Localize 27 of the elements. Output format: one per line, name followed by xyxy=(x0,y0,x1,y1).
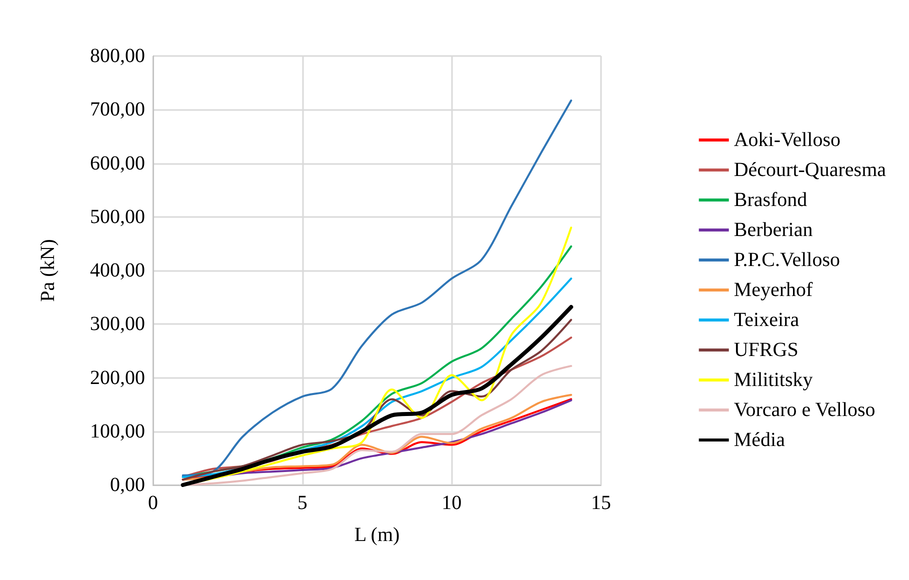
x-tick-label: 0 xyxy=(148,492,158,514)
legend-label: Meyerhof xyxy=(734,279,814,301)
y-tick-label: 500,00 xyxy=(90,206,145,228)
x-tick-label: 10 xyxy=(442,492,462,514)
legend-label: P.P.C.Velloso xyxy=(734,249,840,271)
y-axis-title: Pa (kN) xyxy=(37,239,59,302)
y-tick-label: 600,00 xyxy=(90,152,145,174)
y-tick-label: 200,00 xyxy=(90,366,145,389)
legend-label: Vorcaro e Velloso xyxy=(734,399,876,421)
legend-label: Décourt-Quaresma xyxy=(734,159,886,181)
y-tick-label: 0,00 xyxy=(110,474,145,496)
legend-label: Aoki-Velloso xyxy=(734,129,841,151)
legend-label: Brasfond xyxy=(734,189,808,211)
y-tick-label: 800,00 xyxy=(90,45,145,67)
x-axis-title: L (m) xyxy=(354,524,400,546)
y-tick-label: 100,00 xyxy=(90,420,145,442)
y-tick-label: 400,00 xyxy=(90,260,145,282)
legend-label: UFRGS xyxy=(734,339,798,361)
y-tick-label: 300,00 xyxy=(90,313,145,336)
x-tick-label: 15 xyxy=(591,492,611,514)
x-tick-label: 5 xyxy=(297,492,308,514)
legend-label: Média xyxy=(734,429,786,451)
legend-label: Teixeira xyxy=(734,309,800,331)
legend-label: Berberian xyxy=(734,219,813,241)
legend-label: Milititsky xyxy=(734,369,813,391)
y-tick-label: 700,00 xyxy=(90,98,145,121)
line-series xyxy=(182,100,572,476)
